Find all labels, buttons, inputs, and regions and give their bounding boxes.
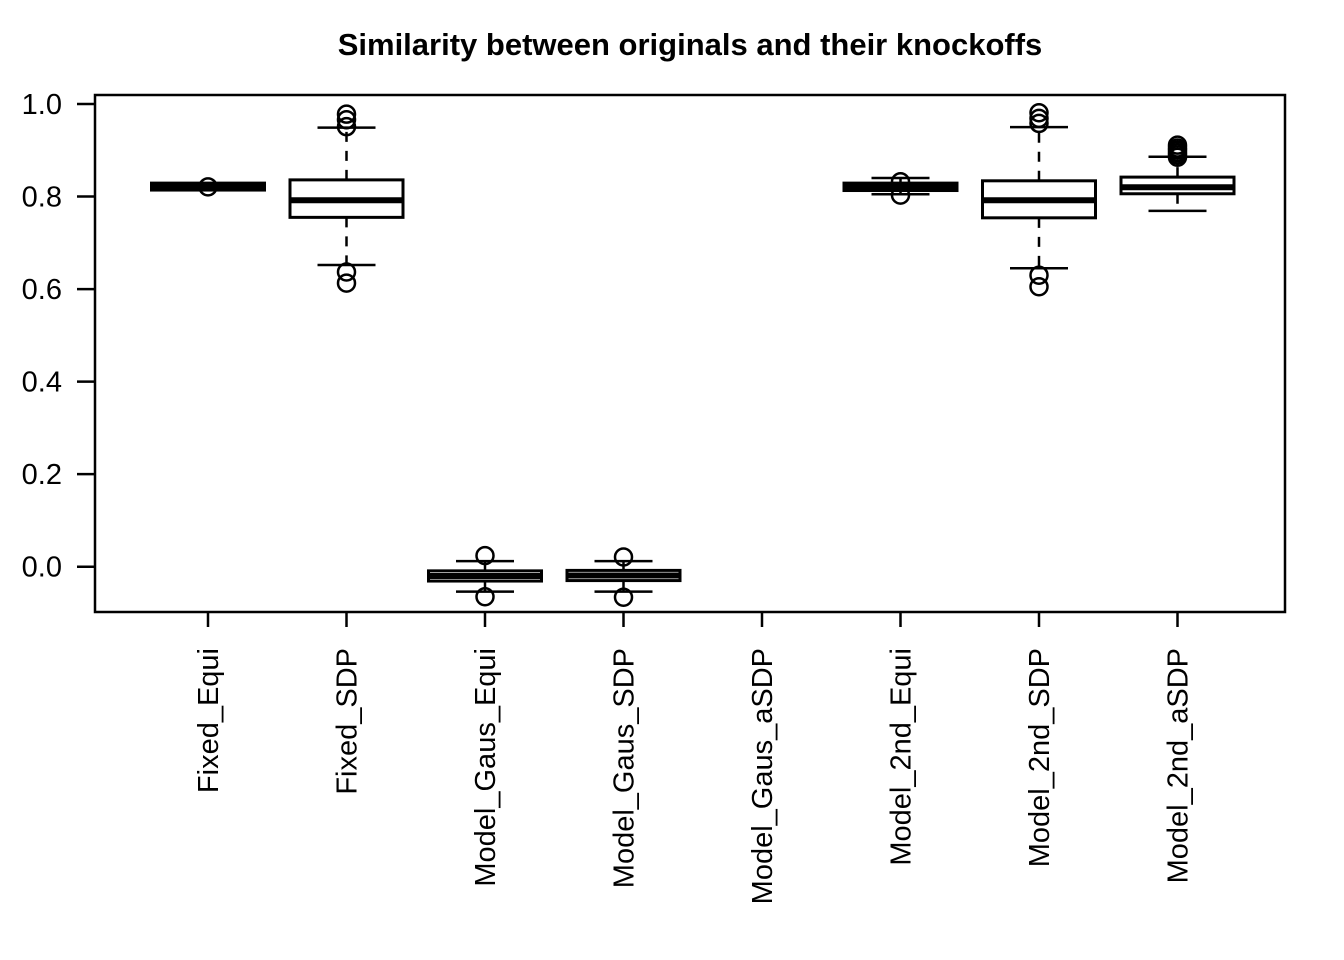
x-category-label: Model_Gaus_aSDP [747,648,779,904]
boxplot-Fixed_SDP [288,104,405,293]
outlier-point [890,171,911,192]
y-tick-label: 0.8 [22,182,62,214]
outlier-point [198,177,218,197]
boxplot-Model_2nd_Equi [842,171,959,205]
x-category-label: Model_2nd_SDP [1024,648,1056,867]
boxplot-Fixed_Equi [150,177,266,197]
outlier-point [336,262,357,282]
x-category-label: Fixed_Equi [193,648,225,793]
x-category-label: Fixed_SDP [332,648,364,795]
outlier-point [475,587,495,607]
outlier-point [336,109,357,130]
outlier-point [1029,103,1049,123]
outlier-point [336,116,357,137]
plot-border [93,93,1287,614]
y-tick-label: 0.0 [22,552,62,584]
y-tick-label: 0.4 [22,367,62,399]
chart-title: Similarity between originals and their k… [337,27,1043,62]
x-category-label: Model_2nd_aSDP [1163,648,1195,883]
y-tick-label: 0.6 [22,274,62,306]
outlier-point [336,104,357,124]
outlier-point [613,587,634,607]
outlier-point [475,545,495,566]
boxplot-Model_Gaus_Equi [427,545,543,607]
outlier-point [1029,265,1049,285]
boxplot-Model_2nd_SDP [981,103,1097,297]
boxplot-Model_Gaus_SDP [565,547,682,607]
outlier-point [890,185,911,205]
outlier-point [336,273,357,293]
outlier-point [1029,113,1049,134]
x-category-label: Model_Gaus_SDP [609,648,641,888]
outlier-point [1029,277,1049,297]
boxplot-Model_2nd_aSDP [1119,135,1236,213]
outlier-point [1029,108,1049,129]
outlier-point [613,547,634,567]
x-category-label: Model_Gaus_Equi [470,648,502,887]
y-tick-label: 0.2 [22,459,62,491]
y-tick-label: 1.0 [22,89,62,121]
x-category-label: Model_2nd_Equi [886,648,918,866]
outlier-point [1167,135,1188,155]
